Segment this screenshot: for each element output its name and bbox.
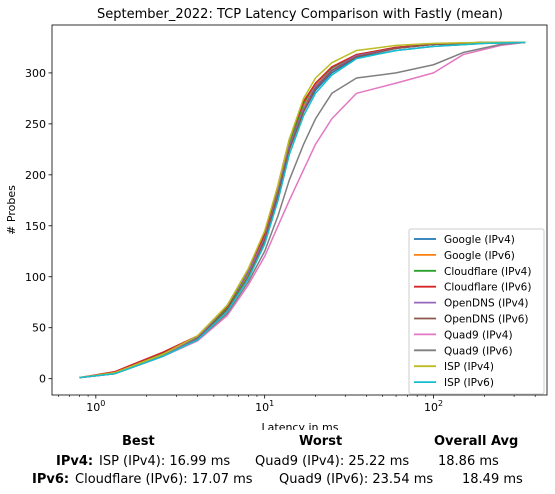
y-tick-label: 50 [32, 322, 46, 335]
header-worst: Worst [299, 434, 343, 449]
series-line-9 [79, 41, 526, 379]
ipv6-avg: 18.49 ms [462, 472, 523, 487]
latency-cdf-chart: September_2022: TCP Latency Comparison w… [5, 7, 548, 430]
chart-title: September_2022: TCP Latency Comparison w… [97, 7, 503, 22]
row-label-ipv6: IPv6: [32, 472, 70, 487]
series-line-6 [79, 41, 526, 379]
ipv4-best: ISP (IPv4): 16.99 ms [99, 454, 231, 469]
y-tick-label: 0 [39, 373, 46, 386]
series-layer [79, 41, 526, 379]
ipv4-avg: 18.86 ms [438, 454, 499, 469]
axes-layer: 0 50 100 150 200 250 300 100 101 102 [25, 24, 548, 414]
ipv6-best: Cloudflare (IPv6): 17.07 ms [75, 472, 253, 487]
ipv6-worst: Quad9 (IPv6): 23.54 ms [279, 472, 434, 487]
legend: Google (IPv4) Google (IPv6) Cloudflare (IP… [408, 228, 545, 395]
row-label-ipv4: IPv4: [56, 454, 94, 469]
legend-entry: Cloudflare (IPv4) [444, 266, 531, 278]
y-tick-label: 100 [25, 271, 46, 284]
x-tick-label: 102 [424, 399, 443, 414]
header-best: Best [122, 434, 155, 449]
x-axis-label: Latency in ms [262, 421, 339, 430]
legend-entry: OpenDNS (IPv6) [444, 314, 529, 326]
y-tick-label: 200 [25, 169, 46, 182]
legend-box [408, 228, 545, 395]
legend-entry: Google (IPv6) [444, 250, 515, 262]
y-axis-label: # Probes [5, 185, 18, 235]
plot-frame [51, 24, 548, 396]
y-tick-label: 150 [25, 220, 46, 233]
legend-entry: ISP (IPv6) [444, 377, 494, 389]
x-tick-label: 100 [86, 399, 105, 414]
summary-table: Best Worst Overall Avg IPv4: ISP (IPv4):… [0, 430, 555, 494]
legend-entry: ISP (IPv4) [444, 361, 494, 373]
legend-entry: Cloudflare (IPv6) [444, 282, 531, 294]
y-tick-label: 250 [25, 118, 46, 131]
legend-entry: Google (IPv4) [444, 234, 515, 246]
legend-entry: Quad9 (IPv6) [444, 345, 513, 357]
header-overall-avg: Overall Avg [434, 434, 519, 449]
legend-entry: OpenDNS (IPv4) [444, 298, 529, 310]
x-tick-label: 101 [255, 399, 274, 414]
legend-entry: Quad9 (IPv4) [444, 329, 513, 341]
y-tick-label: 300 [25, 67, 46, 80]
series-line-8 [79, 41, 526, 379]
ipv4-worst: Quad9 (IPv4): 25.22 ms [255, 454, 410, 469]
